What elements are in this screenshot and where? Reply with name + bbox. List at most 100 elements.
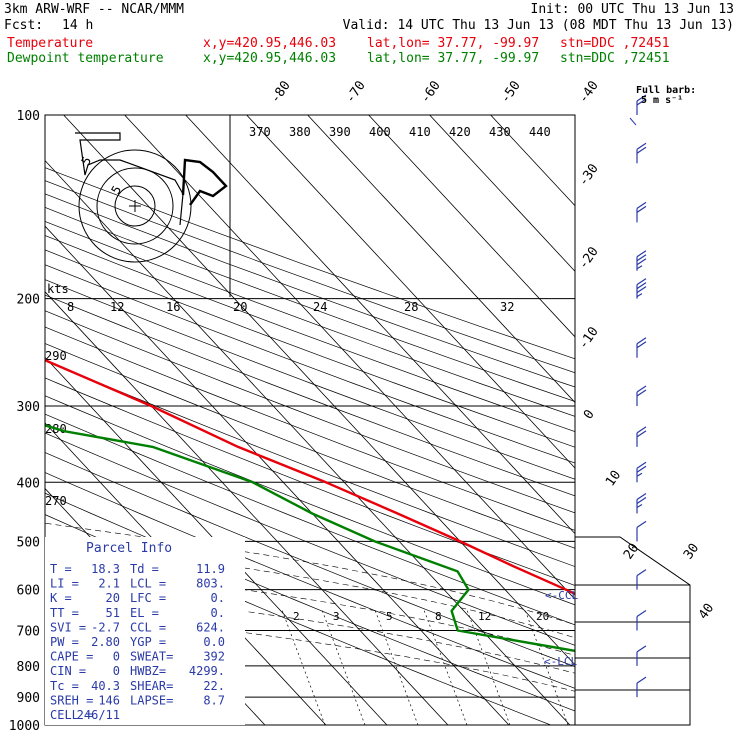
dry-adiabat-line — [45, 343, 575, 549]
isotherm-line — [368, 115, 575, 338]
parcel-info-value: CIN = — [50, 664, 86, 678]
valid-time: Valid: 14 UTC Thu 13 Jun 13 (08 MDT Thu … — [342, 18, 734, 33]
parcel-info-value: 51 — [106, 606, 120, 620]
theta-label: 420 — [449, 125, 471, 139]
mixing-ratio-line — [466, 609, 511, 725]
dry-adiabat-line — [45, 432, 575, 646]
wind-barb — [636, 142, 647, 164]
isotherm-line — [490, 115, 575, 207]
parcel-info-value: SHEAR= — [130, 679, 173, 693]
temperature-profile — [45, 358, 575, 596]
dry-adiabat-line — [45, 294, 575, 497]
parcel-info-value: 0 — [113, 650, 120, 664]
dry-adiabat-line — [45, 180, 575, 374]
mixing-ratio-label: 3 — [333, 610, 340, 623]
wind-barb — [636, 385, 647, 407]
wind-barbs — [629, 94, 647, 698]
wind-barb — [636, 337, 647, 358]
mixing-ratio-line — [524, 609, 569, 725]
mixing-ratio-label: 20 — [536, 610, 549, 623]
isotherm-label: -80 — [268, 78, 294, 106]
pressure-label: 100 — [17, 109, 40, 124]
theta-label: 410 — [409, 125, 431, 139]
hodograph-ring-label: 5 — [78, 154, 94, 167]
dry-adiabat-line — [45, 207, 575, 402]
temperature-legend-name: Temperature — [7, 36, 94, 51]
parcel-info-value: 20 — [106, 591, 120, 605]
ccl-marker-label: <-CCL — [545, 589, 578, 602]
dry-adiabat-line — [45, 377, 575, 586]
hodograph-ring — [96, 167, 174, 245]
hodograph-ring — [78, 149, 192, 263]
dry-adiabat-line — [45, 221, 575, 417]
wind-barb — [636, 461, 647, 483]
wind-barb — [636, 645, 647, 666]
wind-barb — [636, 201, 647, 223]
isotherm-grid — [45, 115, 575, 725]
dry-adiabat-line — [45, 193, 575, 388]
parcel-info-value: 392 — [203, 650, 225, 664]
hodograph-speed-label: 24 — [313, 300, 327, 314]
isotherm-line — [185, 115, 575, 535]
pressure-label: 500 — [17, 535, 40, 550]
parcel-info-value: 2.80 — [91, 635, 120, 649]
isotherm-line — [45, 225, 510, 725]
dry-adiabat-line — [45, 413, 575, 626]
mixing-ratio-label: 5 — [386, 610, 393, 623]
parcel-info-value: LI = — [50, 577, 79, 591]
parcel-info-value: 18.3 — [91, 562, 120, 576]
parcel-info-value: Tc = — [50, 679, 79, 693]
isotherm-label: -40 — [576, 78, 602, 106]
hodograph-trace — [181, 158, 228, 206]
theta-label: 400 — [369, 125, 391, 139]
parcel-info-value: CAPE = — [50, 650, 93, 664]
theta-left-label: 270 — [45, 494, 67, 508]
theta-label: 390 — [329, 125, 351, 139]
temperature-legend-latlon: lat,lon= 37.77, -99.97 — [367, 36, 540, 51]
dewpoint-legend-station: stn=DDC ,72451 — [560, 51, 670, 66]
model-title: 3km ARW-WRF -- NCAR/MMM — [4, 2, 185, 17]
parcel-info-value: CCL = — [130, 620, 166, 634]
hodograph-speed-label: 16 — [166, 300, 180, 314]
hodograph-ring-label: 5 — [108, 183, 124, 196]
plot-frame — [44, 114, 576, 726]
parcel-info-value: 2.1 — [98, 577, 120, 591]
isotherm-label: -10 — [576, 324, 602, 352]
parcel-info-value: 624. — [196, 620, 225, 634]
hodograph-bounds-line — [75, 132, 184, 226]
parcel-info-value: 4299. — [189, 664, 225, 678]
hodograph-speed-label: 8 — [67, 300, 74, 314]
parcel-info-value: LCL = — [130, 577, 166, 591]
dry-adiabat-line — [45, 472, 575, 689]
dry-adiabat-line — [45, 167, 575, 360]
wind-barb — [636, 94, 647, 115]
parcel-info-value: TT = — [50, 606, 79, 620]
hodograph-speed-label: 28 — [404, 300, 418, 314]
dewpoint-legend-xy: x,y=420.95,446.03 — [203, 51, 337, 66]
parcel-info-value: SREH = — [50, 693, 93, 707]
pressure-label: 200 — [17, 293, 40, 308]
pressure-label: 300 — [17, 400, 40, 415]
parcel-info-value: 0 — [113, 664, 120, 678]
parcel-info-value: LAPSE= — [130, 693, 173, 707]
theta-label: 370 — [249, 125, 271, 139]
hodograph-speed-label: 20 — [233, 300, 247, 314]
theta-label: 440 — [529, 125, 551, 139]
isotherm-label: -20 — [576, 244, 602, 272]
dry-adiabat-line — [45, 235, 575, 432]
parcel-info-value: CELL = — [50, 708, 93, 722]
wind-barb — [636, 250, 647, 271]
dewpoint-temperature-profile — [45, 424, 575, 653]
parcel-info-value: -2.7 — [91, 620, 120, 634]
mixing-ratio-label: 2 — [293, 610, 300, 623]
parcel-info-value: Td = — [130, 562, 159, 576]
mixing-ratio-label: 12 — [478, 610, 491, 623]
isotherm-line — [124, 115, 575, 600]
dewpoint-legend-latlon: lat,lon= 37.77, -99.97 — [367, 51, 540, 66]
pressure-label: 700 — [17, 625, 40, 640]
mixing-ratio-line — [374, 609, 419, 725]
forecast-hour: 14 h — [62, 18, 94, 33]
mixing-ratio-line — [281, 609, 326, 725]
isotherm-label: -60 — [418, 78, 444, 106]
